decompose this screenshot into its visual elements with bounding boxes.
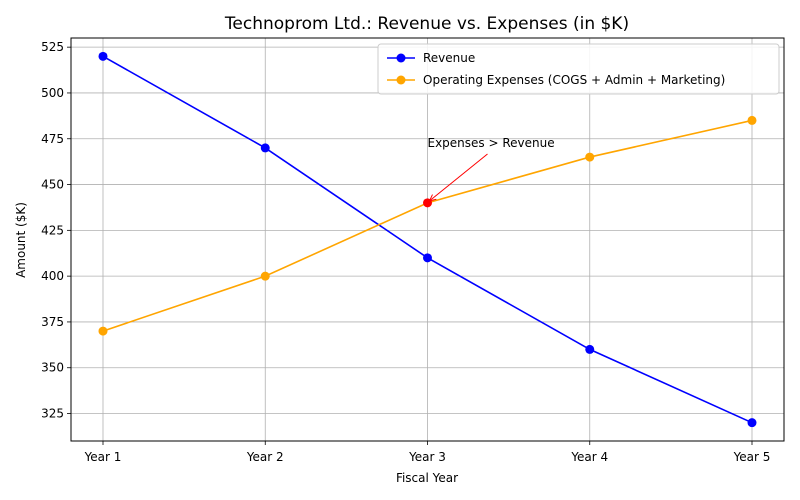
series-point-2 [747,115,757,125]
annotation-text: Expenses > Revenue [428,136,555,150]
series-point-2 [260,271,270,281]
annotation-arrowhead [428,194,437,202]
y-tick-label: 325 [41,407,64,421]
legend-box [377,43,780,95]
series-point-1 [585,344,595,354]
annotation-arrow [429,153,488,202]
x-tick-label: Year 5 [733,450,771,464]
x-tick-label: Year 4 [570,450,608,464]
annotation: Expenses > Revenue [428,136,555,202]
x-tick-label: Year 1 [84,450,122,464]
series-layer [98,51,757,428]
series-point-1 [260,143,270,153]
series-point-2 [98,326,108,336]
series-point-1 [423,253,432,263]
series-point-1 [98,51,108,61]
legend-marker [396,53,406,63]
y-tick-label: 475 [41,132,64,146]
y-tick-label: 375 [41,315,64,329]
legend-label: Operating Expenses (COGS + Admin + Marke… [423,73,725,87]
legend-marker [396,75,406,85]
y-tick-label: 500 [41,86,64,100]
y-axis-label: Amount ($K) [14,202,28,278]
legend: Revenue Operating Expenses (COGS + Admin … [377,43,780,95]
y-tick-label: 350 [41,361,64,375]
y-tick-label: 425 [41,223,64,237]
x-axis-label: Fiscal Year [396,471,458,485]
y-tick-label: 450 [41,178,64,192]
x-tick-label: Year 2 [246,450,284,464]
y-tick-label: 525 [41,40,64,54]
y-tick-label: 400 [41,269,64,283]
legend-label: Revenue [423,51,475,65]
chart-title: Technoprom Ltd.: Revenue vs. Expenses (i… [224,14,629,34]
axis-ticks: Year 1 Year 2 Year 3 Year 4 Year 5 325 350 375 4… [41,40,770,464]
x-tick-label: Year 3 [408,450,446,464]
series-point-1 [747,418,757,428]
series-point-2 [585,152,595,162]
